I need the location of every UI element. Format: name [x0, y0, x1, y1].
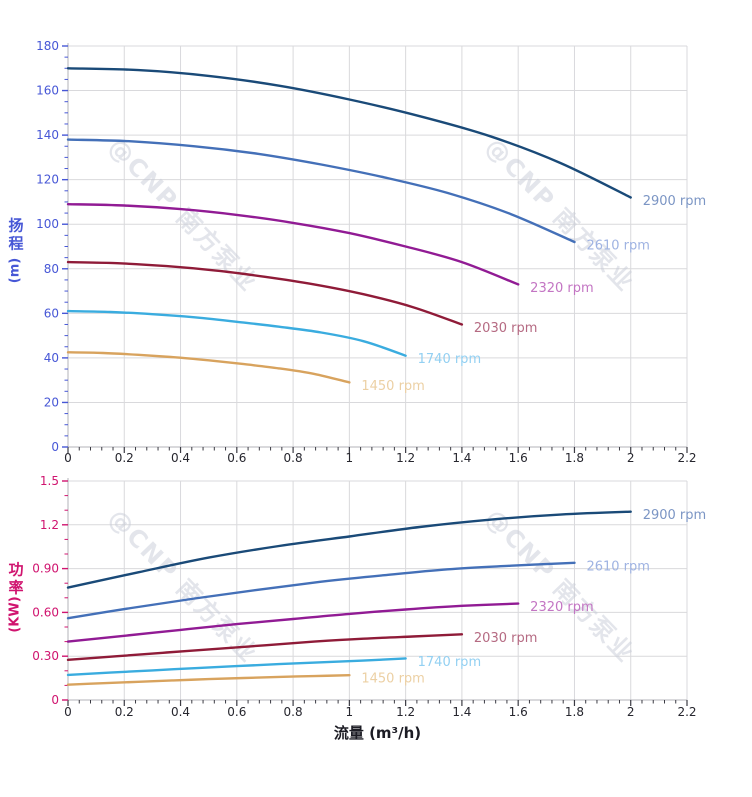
- curve-power-2900-rpm: [66, 510, 632, 589]
- power-x-tick-label: 1.2: [396, 705, 415, 719]
- power-x-tick-label: 1.6: [509, 705, 528, 719]
- curve-power-2030-rpm: [66, 633, 464, 662]
- power-y-tick-label: 1.2: [40, 518, 59, 532]
- curve-head-2030-rpm: [66, 260, 464, 326]
- series-label-power-2320-rpm: 2320 rpm: [530, 600, 593, 615]
- power-y-tick-label: 0: [51, 693, 59, 707]
- head-x-tick-label: 1.4: [452, 451, 471, 465]
- series-label-head-2030-rpm: 2030 rpm: [474, 321, 537, 336]
- series-label-power-2900-rpm: 2900 rpm: [643, 508, 706, 523]
- curve-power-2320-rpm: [66, 602, 520, 643]
- head-x-tick-label: 0.6: [227, 451, 246, 465]
- power-x-tick-label: 2.2: [677, 705, 696, 719]
- head-y-tick-label: 0: [51, 440, 59, 454]
- power-x-tick-label: 0: [64, 705, 72, 719]
- curve-head-1450-rpm: [66, 351, 351, 384]
- curve-head-2610-rpm: [66, 138, 576, 244]
- series-label-head-2320-rpm: 2320 rpm: [530, 281, 593, 296]
- head-y-tick-label: 80: [44, 262, 59, 276]
- power-x-tick-label: 1.8: [565, 705, 584, 719]
- power-y-tick-label: 1.5: [40, 474, 59, 488]
- head-x-tick-label: 1.6: [509, 451, 528, 465]
- head-x-tick-label: 1.2: [396, 451, 415, 465]
- series-label-power-1450-rpm: 1450 rpm: [361, 672, 424, 687]
- head-y-ticks: 0 20 40 60 80 100 120 140 160 180: [36, 39, 68, 454]
- power-x-ticks: 0 0.2 0.4 0.6 0.8 1 1.2 1.4 1.6 1.8 2 2.2: [64, 700, 697, 719]
- head-y-tick-label: 100: [36, 217, 59, 231]
- power-x-tick-label: 0.8: [284, 705, 303, 719]
- power-x-tick-label: 0.2: [115, 705, 134, 719]
- curve-power-1450-rpm: [66, 674, 351, 686]
- series-label-power-1740-rpm: 1740 rpm: [418, 655, 481, 670]
- power-y-title-char: 功: [8, 561, 23, 579]
- series-label-head-2610-rpm: 2610 rpm: [586, 239, 649, 254]
- power-watermark-1: @CNP 南方泵业: [103, 504, 263, 669]
- head-y-tick-label: 180: [36, 39, 59, 53]
- curve-head-2320-rpm: [66, 202, 520, 286]
- series-label-head-1740-rpm: 1740 rpm: [418, 352, 481, 367]
- head-y-tick-label: 160: [36, 84, 59, 98]
- power-y-title-char: 率: [8, 579, 23, 597]
- series-label-power-2610-rpm: 2610 rpm: [586, 559, 649, 574]
- power-y-tick-label: 0.30: [32, 649, 59, 663]
- series-label-power-2030-rpm: 2030 rpm: [474, 631, 537, 646]
- head-x-tick-label: 1.8: [565, 451, 584, 465]
- head-y-title-char: 程: [8, 235, 23, 253]
- power-y-ticks: 0 0.30 0.60 0.90 1.2 1.5: [32, 474, 68, 707]
- head-y-title-unit: (m): [8, 258, 23, 283]
- head-x-ticks: 0 0.2 0.4 0.6 0.8 1 1.2 1.4 1.6 1.8 2 2.2: [64, 447, 697, 465]
- curve-power-2610-rpm: [66, 561, 576, 620]
- head-x-tick-label: 2.2: [677, 451, 696, 465]
- power-x-tick-label: 1: [346, 705, 354, 719]
- series-label-head-1450-rpm: 1450 rpm: [361, 379, 424, 394]
- head-y-tick-label: 60: [44, 306, 59, 320]
- power-y-title-unit: (KW): [8, 596, 23, 632]
- power-y-tick-label: 0.60: [32, 605, 59, 619]
- head-y-tick-label: 40: [44, 351, 59, 365]
- head-x-tick-label: 0.4: [171, 451, 190, 465]
- head-y-tick-label: 120: [36, 173, 59, 187]
- curve-head-1740-rpm: [66, 309, 407, 357]
- x-axis-title: 流量 (m³/h): [333, 724, 422, 742]
- head-watermark-2: @CNP 南方泵业: [480, 133, 640, 298]
- head-x-tick-label: 0.8: [284, 451, 303, 465]
- head-x-tick-label: 2: [627, 451, 635, 465]
- head-y-axis-title: 扬程 (m): [8, 217, 24, 284]
- head-y-tick-label: 20: [44, 395, 59, 409]
- head-x-tick-label: 0: [64, 451, 72, 465]
- head-x-tick-label: 0.2: [115, 451, 134, 465]
- head-x-tick-label: 1: [346, 451, 354, 465]
- power-x-tick-label: 0.4: [171, 705, 190, 719]
- power-x-tick-label: 2: [627, 705, 635, 719]
- power-y-axis-title: 功率(KW): [8, 561, 24, 633]
- power-x-tick-label: 0.6: [227, 705, 246, 719]
- head-y-tick-label: 140: [36, 128, 59, 142]
- power-y-tick-label: 0.90: [32, 562, 59, 576]
- head-y-title-char: 扬: [8, 217, 23, 235]
- series-label-head-2900-rpm: 2900 rpm: [643, 194, 706, 209]
- power-x-tick-label: 1.4: [452, 705, 471, 719]
- curve-head-2900-rpm: [66, 67, 632, 199]
- curve-power-1740-rpm: [66, 657, 407, 677]
